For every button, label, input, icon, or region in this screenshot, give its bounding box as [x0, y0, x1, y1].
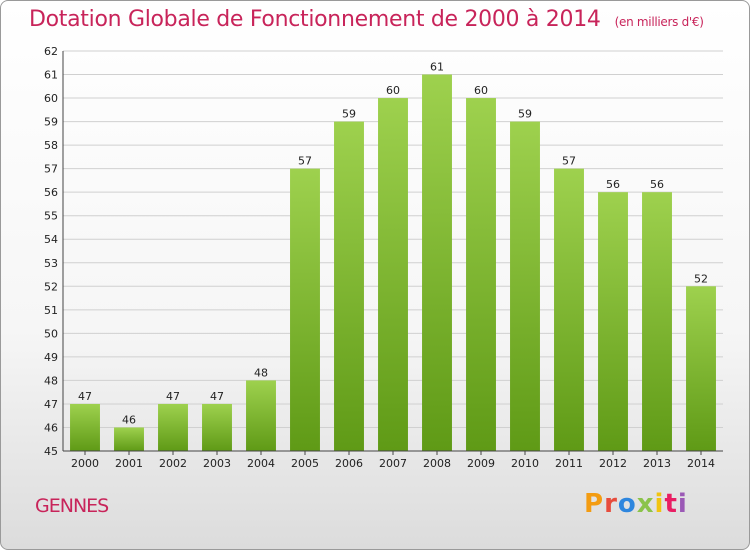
y-tick-label: 59	[44, 116, 58, 129]
bar	[466, 98, 496, 451]
chart-title: Dotation Globale de Fonctionnement de 20…	[29, 7, 704, 32]
bar-value-label: 61	[430, 61, 444, 74]
y-tick-label: 56	[44, 186, 58, 199]
y-tick-label: 61	[44, 69, 58, 82]
x-tick-label: 2012	[599, 457, 627, 470]
y-tick-label: 54	[44, 233, 58, 246]
y-tick-label: 45	[44, 445, 58, 458]
x-tick-label: 2010	[511, 457, 539, 470]
bar-value-label: 48	[254, 366, 268, 379]
bar	[378, 98, 408, 451]
bar-value-label: 59	[342, 108, 356, 121]
logo-letter: x	[636, 489, 655, 519]
y-tick-label: 47	[44, 398, 58, 411]
bar	[422, 74, 452, 451]
bar	[246, 380, 276, 451]
bar	[598, 192, 628, 452]
y-tick-label: 50	[44, 327, 58, 340]
logo-letter: P	[584, 489, 605, 519]
bar-value-label: 59	[518, 108, 532, 121]
x-tick-label: 2002	[159, 457, 187, 470]
y-tick-label: 62	[44, 45, 58, 58]
logo-letter: t	[664, 489, 678, 519]
bar	[686, 286, 716, 451]
bar	[114, 427, 144, 451]
bar-value-label: 57	[298, 155, 312, 168]
bar-value-label: 47	[166, 390, 180, 403]
x-tick-label: 2000	[71, 457, 99, 470]
x-tick-label: 2003	[203, 457, 231, 470]
bar-value-label: 56	[650, 178, 664, 191]
y-tick-label: 46	[44, 421, 58, 434]
bar-value-label: 60	[386, 84, 400, 97]
x-tick-label: 2008	[423, 457, 451, 470]
bar-value-label: 47	[210, 390, 224, 403]
bar	[334, 121, 364, 452]
logo-letter: i	[677, 489, 688, 519]
bar	[202, 403, 232, 451]
y-tick-label: 51	[44, 304, 58, 317]
bar	[642, 192, 672, 452]
x-tick-label: 2005	[291, 457, 319, 470]
x-tick-label: 2011	[555, 457, 583, 470]
x-tick-label: 2004	[247, 457, 275, 470]
x-tick-label: 2013	[643, 457, 671, 470]
bar-value-label: 56	[606, 178, 620, 191]
bar-value-label: 52	[694, 272, 708, 285]
axes: 45 46 47 48 49 50 51 52 53 54 55 56 57 58 59 60 61 62 2000…	[44, 45, 723, 470]
y-tick-label: 48	[44, 374, 58, 387]
x-tick-label: 2014	[687, 457, 715, 470]
x-tick-label: 2001	[115, 457, 143, 470]
logo-letter: o	[617, 489, 637, 519]
logo-letter: i	[654, 489, 665, 519]
y-tick-label: 60	[44, 92, 58, 105]
proxiti-logo: Proxiti	[584, 489, 688, 519]
chart-unit: (en milliers d'€)	[614, 15, 704, 29]
y-tick-label: 55	[44, 210, 58, 223]
bar-value-label: 47	[78, 390, 92, 403]
x-tick-label: 2006	[335, 457, 363, 470]
x-tick-label: 2009	[467, 457, 495, 470]
x-tick-label: 2007	[379, 457, 407, 470]
y-tick-label: 52	[44, 280, 58, 293]
bar-value-label: 46	[122, 413, 136, 426]
bar-value-label: 60	[474, 84, 488, 97]
bar	[290, 168, 320, 451]
bar	[158, 403, 188, 451]
commune-name: GENNES	[35, 495, 109, 517]
y-tick-label: 58	[44, 139, 58, 152]
bars: 47 46 47 47 48 57 59 60 61 60 59 57 56 56 52	[70, 61, 716, 452]
y-tick-label: 53	[44, 257, 58, 270]
bar-value-label: 57	[562, 155, 576, 168]
chart-title-text: Dotation Globale de Fonctionnement de 20…	[29, 7, 601, 32]
y-tick-label: 57	[44, 163, 58, 176]
bar	[70, 403, 100, 451]
bar	[554, 168, 584, 451]
bar	[510, 121, 540, 452]
y-tick-label: 49	[44, 351, 58, 364]
logo-letter: r	[604, 489, 618, 519]
